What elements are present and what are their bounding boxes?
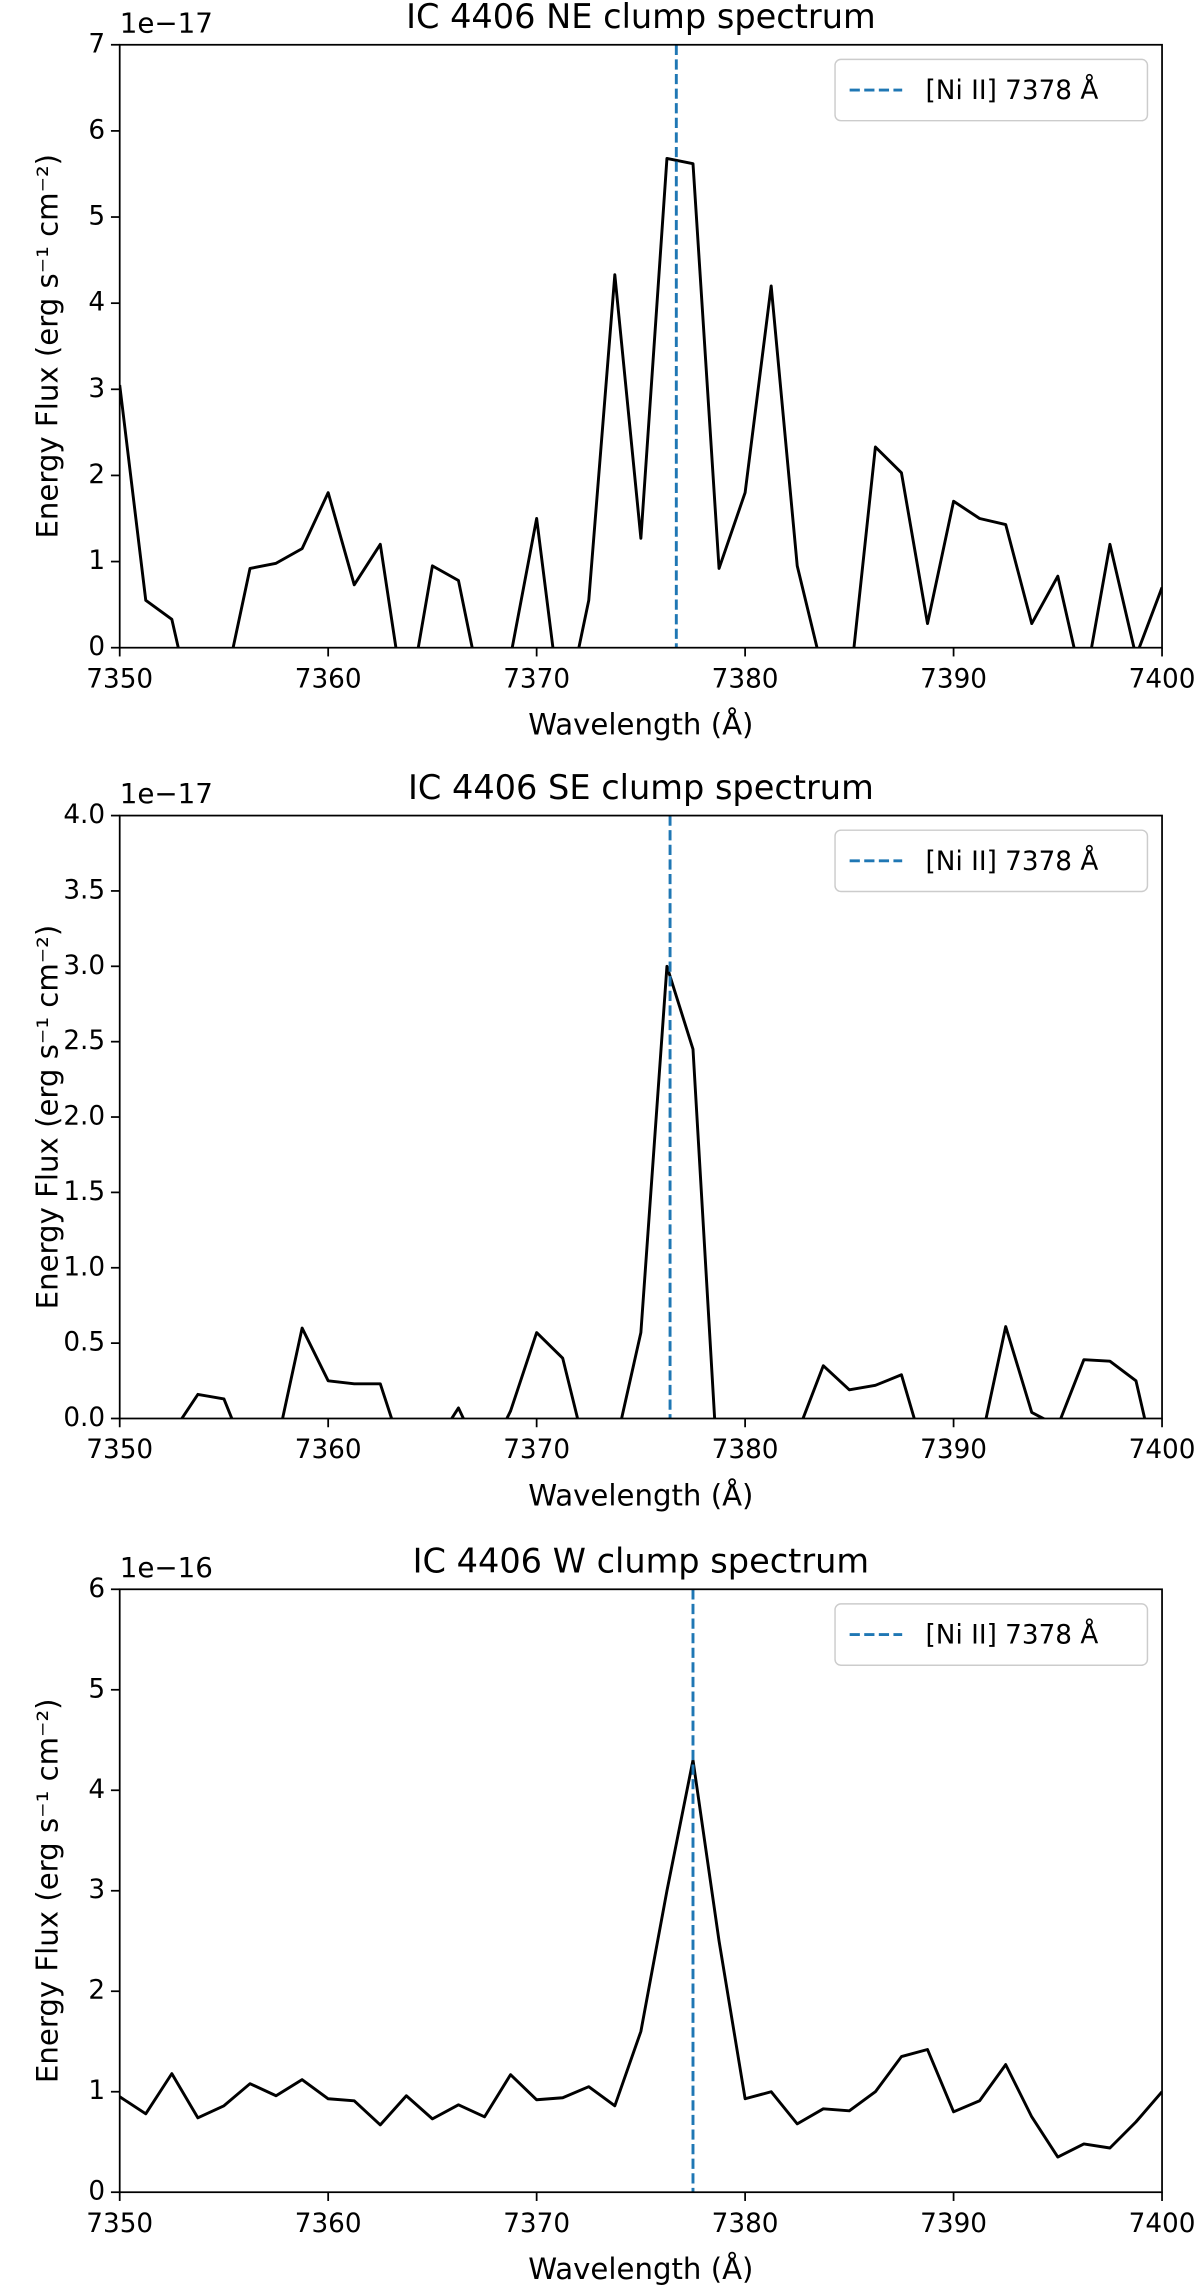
y-axis-label: Energy Flux (erg s⁻¹ cm⁻²) — [31, 154, 65, 539]
y-tick-label: 4 — [88, 1775, 105, 1805]
x-axis-label: Wavelength (Å) — [528, 2252, 753, 2286]
y-tick-label: 3 — [88, 1875, 105, 1905]
legend: [Ni II] 7378 Å — [834, 58, 1149, 122]
y-tick-label: 0.0 — [63, 1403, 105, 1433]
y-tick-label: 2.0 — [63, 1102, 105, 1132]
x-tick-label: 7380 — [712, 2209, 779, 2239]
y-tick-label: 2 — [88, 460, 105, 490]
y-tick-label: 2.5 — [63, 1026, 105, 1056]
y-tick-label: 3.5 — [63, 875, 105, 905]
x-tick-label: 7380 — [712, 664, 779, 694]
x-tick-label: 7400 — [1129, 664, 1196, 694]
y-tick-label: 6 — [88, 115, 105, 145]
legend: [Ni II] 7378 Å — [834, 829, 1149, 893]
chart-title: IC 4406 W clump spectrum — [413, 1542, 869, 1581]
x-tick-label: 7370 — [503, 1435, 570, 1465]
y-tick-label: 2 — [88, 1976, 105, 2006]
plot-area — [180, 815, 1147, 1419]
x-tick-label: 7350 — [86, 664, 153, 694]
chart: IC 4406 NE clump spectrum 1e−17 Wavelength… — [31, 0, 1196, 742]
plot-area — [119, 1589, 1163, 2193]
y-tick-label: 4.0 — [63, 800, 105, 830]
data-line — [119, 1758, 1163, 2159]
offset-label: 1e−17 — [120, 6, 213, 39]
x-tick-label: 7370 — [503, 664, 570, 694]
y-tick-label: 3.0 — [63, 951, 105, 981]
y-tick-label: 6 — [88, 1574, 105, 1604]
y-tick-label: 1.5 — [63, 1177, 105, 1207]
legend-box — [834, 829, 1149, 893]
x-tick-label: 7380 — [712, 1435, 779, 1465]
x-tick-label: 7390 — [920, 664, 987, 694]
data-line — [180, 964, 1147, 1419]
x-tick-label: 7400 — [1129, 2209, 1196, 2239]
y-tick-label: 3 — [88, 374, 105, 404]
x-tick-label: 7360 — [295, 1435, 362, 1465]
legend-label: [Ni II] 7378 Å — [926, 1619, 1099, 1651]
x-tick-label: 7400 — [1129, 1435, 1196, 1465]
axes-frame — [118, 1588, 1163, 2194]
legend-box — [834, 1603, 1149, 1666]
y-tick-label: 7 — [88, 29, 105, 59]
x-tick-label: 7360 — [295, 2209, 362, 2239]
x-tick-label: 7350 — [86, 1435, 153, 1465]
x-tick-label: 7370 — [503, 2209, 570, 2239]
y-tick-label: 1.0 — [63, 1252, 105, 1282]
legend-label: [Ni II] 7378 Å — [926, 74, 1099, 106]
offset-label: 1e−16 — [120, 1551, 213, 1584]
y-tick-label: 0 — [88, 2177, 105, 2207]
chart-title: IC 4406 NE clump spectrum — [406, 0, 876, 36]
x-axis-label: Wavelength (Å) — [528, 1478, 753, 1512]
x-tick-label: 7350 — [86, 2209, 153, 2239]
y-tick-label: 5 — [88, 202, 105, 232]
y-tick-label: 1 — [88, 546, 105, 576]
axes-frame — [118, 43, 1163, 649]
y-axis-label: Energy Flux (erg s⁻¹ cm⁻²) — [31, 925, 65, 1310]
x-tick-label: 7390 — [920, 2209, 987, 2239]
axes-frame — [118, 814, 1163, 1420]
chart: IC 4406 SE clump spectrum 1e−17 Wavelength… — [31, 768, 1196, 1513]
plot-area — [119, 44, 1163, 648]
y-tick-label: 5 — [88, 1674, 105, 1704]
y-axis-label: Energy Flux (erg s⁻¹ cm⁻²) — [31, 1698, 65, 2083]
chart: IC 4406 W clump spectrum 1e−16 Wavelength … — [31, 1542, 1196, 2287]
y-tick-label: 0 — [88, 632, 105, 662]
y-tick-label: 0.5 — [63, 1328, 105, 1358]
data-line — [119, 157, 1163, 648]
y-tick-label: 1 — [88, 2076, 105, 2106]
x-tick-label: 7390 — [920, 1435, 987, 1465]
legend: [Ni II] 7378 Å — [834, 1603, 1149, 1666]
x-tick-label: 7360 — [295, 664, 362, 694]
x-axis-label: Wavelength (Å) — [528, 708, 753, 742]
legend-label: [Ni II] 7378 Å — [926, 845, 1099, 877]
legend-box — [834, 58, 1149, 122]
offset-label: 1e−17 — [120, 777, 213, 810]
chart-title: IC 4406 SE clump spectrum — [408, 768, 874, 807]
y-tick-label: 4 — [88, 288, 105, 318]
